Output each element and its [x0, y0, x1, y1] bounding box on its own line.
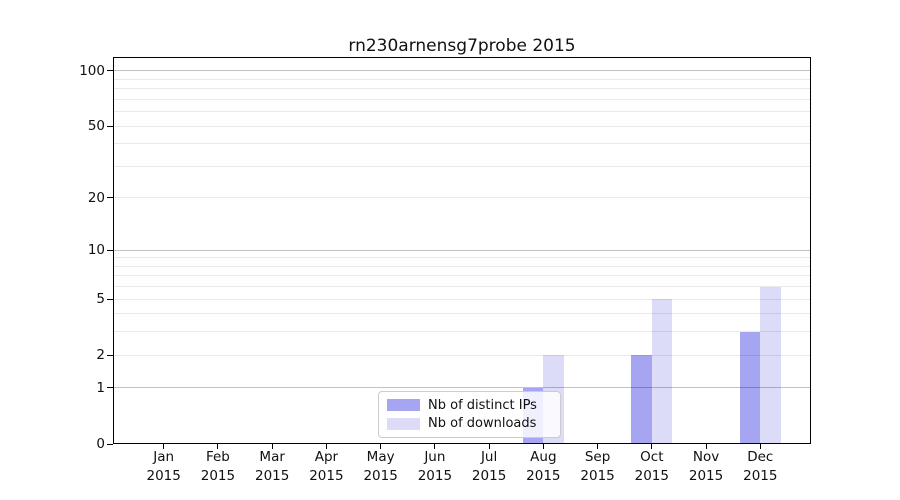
- x-tick-month: Feb: [205, 449, 230, 465]
- minor-gridline-6: [114, 286, 810, 288]
- x-tick-year: 2015: [200, 468, 236, 484]
- y-tick-mark-0: [107, 443, 113, 445]
- legend-swatch-downloads: [387, 417, 420, 430]
- minor-gridline-20: [114, 197, 810, 199]
- x-tick-month: Dec: [747, 449, 774, 465]
- x-tick-label-nov: Nov 2015: [677, 448, 735, 486]
- x-tick-label-jun: Jun 2015: [406, 448, 464, 486]
- x-tick-month: May: [366, 449, 395, 465]
- y-tick-label-0: 0: [96, 436, 105, 452]
- x-tick-label-jul: Jul 2015: [460, 448, 518, 486]
- x-tick-year: 2015: [580, 468, 615, 484]
- x-tick-mark-sep: [597, 444, 599, 449]
- x-tick-mark-feb: [217, 444, 219, 449]
- y-tick-mark-5: [107, 298, 113, 300]
- minor-gridline-70: [114, 98, 810, 100]
- x-tick-label-aug: Aug 2015: [514, 448, 572, 486]
- legend: Nb of distinct IPs Nb of downloads: [378, 391, 561, 438]
- major-gridline-100: [114, 70, 810, 72]
- minor-gridline-40: [114, 143, 810, 145]
- x-tick-label-sep: Sep 2015: [569, 448, 627, 486]
- x-tick-label-dec: Dec 2015: [731, 448, 789, 486]
- y-tick-label-20: 20: [87, 189, 105, 206]
- bar-distinct-ips-oct: [631, 355, 652, 443]
- x-tick-month: Mar: [259, 449, 285, 465]
- minor-gridline-7: [114, 275, 810, 277]
- y-tick-label-100: 100: [79, 62, 105, 79]
- x-tick-year: 2015: [634, 468, 669, 484]
- x-tick-mark-may: [380, 444, 382, 449]
- x-tick-month: Oct: [640, 449, 664, 465]
- x-tick-month: Nov: [692, 449, 720, 465]
- x-tick-mark-aug: [542, 444, 544, 449]
- x-tick-month: Sep: [584, 449, 611, 465]
- y-tick-mark-10: [107, 249, 113, 251]
- x-tick-mark-nov: [705, 444, 707, 449]
- minor-gridline-5: [114, 298, 810, 300]
- minor-gridline-4: [114, 313, 810, 315]
- x-tick-mark-jul: [488, 444, 490, 449]
- y-tick-mark-2: [107, 354, 113, 356]
- y-tick-mark-1: [107, 387, 113, 389]
- x-tick-year: 2015: [309, 468, 344, 484]
- y-tick-label-5: 5: [96, 291, 105, 308]
- x-tick-label-mar: Mar 2015: [243, 448, 301, 486]
- minor-gridline-2: [114, 354, 810, 356]
- x-tick-month: Jun: [424, 449, 446, 465]
- y-tick-mark-50: [107, 125, 113, 127]
- x-tick-label-apr: Apr 2015: [297, 448, 355, 486]
- legend-item-downloads: Nb of downloads: [387, 415, 552, 434]
- y-tick-mark-100: [107, 70, 113, 72]
- x-tick-month: Jul: [480, 449, 498, 465]
- chart-title: rn230arnensg7probe 2015: [348, 36, 576, 56]
- major-gridline-10: [114, 249, 810, 251]
- bar-distinct-ips-dec: [739, 331, 761, 443]
- major-gridline-1: [114, 387, 810, 389]
- x-tick-year: 2015: [743, 468, 778, 484]
- x-tick-mark-oct: [651, 444, 653, 449]
- x-tick-mark-mar: [271, 444, 273, 449]
- x-tick-mark-dec: [759, 444, 761, 449]
- bar-downloads-dec: [760, 286, 781, 443]
- x-tick-year: 2015: [363, 468, 398, 484]
- x-tick-label-feb: Feb 2015: [189, 448, 247, 486]
- x-tick-month: Apr: [314, 449, 339, 465]
- legend-label-distinct-ips: Nb of distinct IPs: [428, 397, 537, 413]
- minor-gridline-9: [114, 257, 810, 259]
- legend-label-downloads: Nb of downloads: [428, 416, 537, 432]
- x-tick-label-may: May 2015: [352, 448, 410, 486]
- x-tick-year: 2015: [526, 468, 561, 484]
- x-tick-year: 2015: [471, 468, 507, 484]
- bar-downloads-oct: [651, 299, 673, 443]
- x-tick-year: 2015: [146, 468, 181, 484]
- x-tick-label-oct: Oct 2015: [623, 448, 681, 486]
- y-tick-label-2: 2: [96, 347, 105, 364]
- x-tick-year: 2015: [417, 468, 453, 484]
- x-tick-year: 2015: [254, 468, 290, 484]
- legend-swatch-distinct-ips: [387, 399, 420, 412]
- x-tick-year: 2015: [688, 468, 724, 484]
- x-tick-label-jan: Jan 2015: [135, 448, 193, 486]
- minor-gridline-8: [114, 265, 810, 267]
- minor-gridline-3: [114, 331, 810, 333]
- y-tick-mark-20: [107, 197, 113, 199]
- minor-gridline-80: [114, 88, 810, 90]
- minor-gridline-50: [114, 125, 810, 127]
- x-tick-mark-jun: [434, 444, 436, 449]
- x-tick-month: Aug: [530, 449, 557, 465]
- minor-gridline-30: [114, 165, 810, 167]
- minor-gridline-90: [114, 78, 810, 80]
- x-tick-mark-apr: [325, 444, 327, 449]
- y-tick-label-50: 50: [87, 118, 105, 135]
- x-tick-mark-jan: [163, 444, 165, 449]
- minor-gridline-60: [114, 111, 810, 113]
- y-tick-label-1: 1: [96, 379, 105, 396]
- legend-item-distinct-ips: Nb of distinct IPs: [387, 396, 552, 415]
- x-tick-month: Jan: [153, 449, 175, 465]
- y-tick-label-10: 10: [87, 242, 105, 259]
